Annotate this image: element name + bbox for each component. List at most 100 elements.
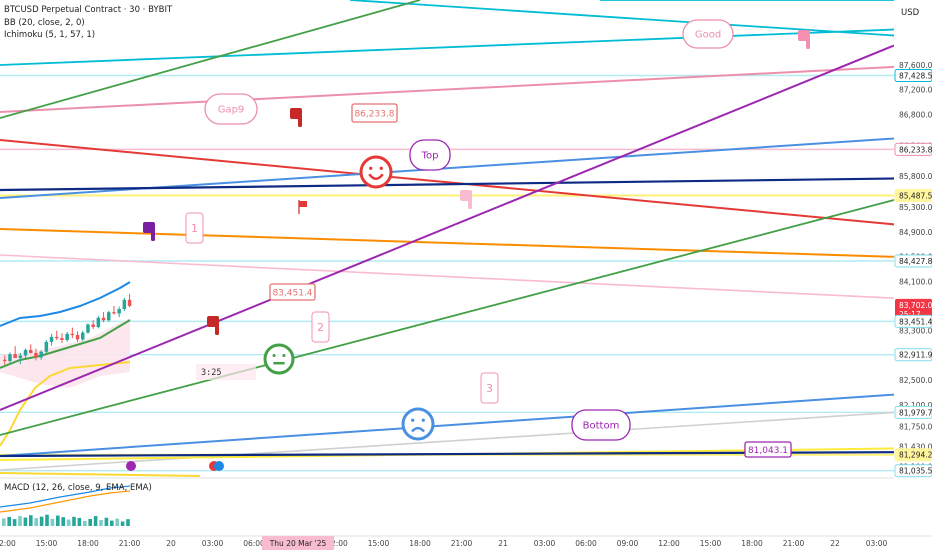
callout-box — [204, 93, 258, 125]
trend-line-11 — [0, 189, 932, 436]
macd-histogram-bar — [99, 520, 103, 526]
time-tick-label: 21:00 — [451, 539, 473, 548]
price-level-label: 82,911.9 — [899, 351, 932, 360]
macd-histogram-bar — [83, 520, 87, 526]
macd-histogram-bar — [18, 516, 22, 526]
bb-indicator-label[interactable]: BB (20, close, 2, 0) — [4, 18, 85, 28]
trend-line-10 — [0, 0, 421, 119]
macd-histogram-bar — [72, 516, 76, 526]
pointing-hand-icon — [290, 108, 302, 119]
callout-box — [409, 139, 451, 171]
candle-body — [117, 309, 121, 314]
pointing-hand-icon-finger — [806, 39, 810, 49]
candle-body — [75, 335, 80, 340]
price-level-label: 81,979.7 — [899, 408, 932, 417]
pointing-hand-icon-finger — [468, 199, 472, 209]
time-highlight-bg — [262, 536, 334, 550]
time-tick-label: 09:00 — [617, 539, 639, 548]
candle-body — [55, 336, 59, 339]
time-tick-label: 03:00 — [202, 539, 224, 548]
macd-histogram-bar — [126, 519, 130, 526]
wave-label-1: 1 — [191, 222, 198, 235]
time-tick-label: 03:00 — [866, 539, 888, 548]
macd-histogram-bar — [34, 518, 38, 526]
event-marker-icon — [126, 461, 136, 471]
macd-histogram-bar — [29, 515, 33, 526]
callout-box — [269, 283, 316, 301]
time-axis: 12:00 15:00 18:00 21:00 20 03:00 06:00 09:00 12:… — [0, 535, 932, 550]
ichimoku-indicator-label[interactable]: Ichimoku (5, 1, 57, 1) — [4, 30, 96, 40]
macd-indicator-label[interactable]: MACD (12, 26, close, 9, EMA, EMA) — [4, 483, 152, 493]
time-tick-label: 21 — [498, 539, 508, 548]
flag-icon-cloth — [299, 201, 307, 207]
pointing-hand-icon-finger — [215, 325, 219, 335]
macd-histogram-bar — [93, 516, 98, 526]
price-level-label: 87,428.5 — [899, 72, 932, 81]
wave-box — [480, 372, 499, 404]
horizontal-levels — [0, 74, 894, 472]
trend-line-4 — [0, 254, 932, 301]
macd-histogram-bar — [115, 518, 119, 526]
macd-histogram-bar — [77, 517, 82, 526]
pointing-hand-icon — [143, 222, 155, 233]
trend-line-12 — [0, 391, 932, 457]
macd-histogram-bar — [39, 516, 44, 526]
time-tick-label: 18:00 — [741, 539, 763, 548]
wave-label-3: 3 — [486, 382, 493, 395]
trend-line-9 — [0, 29, 932, 411]
signal-line — [0, 490, 131, 513]
bb-basis-line — [0, 319, 131, 369]
macd-histogram-bar — [66, 519, 71, 526]
price-level-label: 81,294.2 — [899, 451, 932, 460]
candle-body — [44, 341, 49, 352]
callout-box — [571, 409, 631, 441]
macd-histogram-bar — [110, 520, 114, 526]
price-tick-label: 87,600.0 — [899, 61, 932, 70]
pointing-hand-icon-finger — [298, 117, 302, 127]
price-tick-label: 82,100.0 — [899, 401, 932, 410]
candle-body — [8, 354, 12, 362]
candle-body — [70, 333, 75, 336]
wave-box — [185, 212, 204, 244]
trend-line-3 — [0, 64, 932, 113]
callout-box — [682, 19, 734, 49]
neutral-face-icon-eye — [272, 353, 276, 358]
current-price-badge — [895, 298, 932, 320]
price-tick-label: 85,300.0 — [899, 203, 932, 212]
candle-body — [3, 359, 7, 362]
price-tick-label: 81,430.0 — [899, 442, 932, 451]
price-axis-bg — [894, 0, 932, 536]
callout-834514: 83,451.4 — [272, 289, 312, 299]
price-tick-label: 86,800.0 — [899, 110, 932, 119]
sad-face-icon-eye — [421, 418, 425, 422]
macd-histogram-bar — [7, 517, 11, 526]
candle-body — [39, 351, 43, 358]
callout-box — [744, 441, 792, 458]
price-tick-label: 87,200.0 — [899, 86, 932, 95]
trend-line-13 — [0, 409, 932, 471]
macd-histogram-bar — [104, 517, 109, 526]
current-price-label: 83,702.0 — [899, 301, 932, 310]
pointing-hand-icon — [207, 316, 219, 327]
price-tick-label: 82,500.0 — [899, 376, 932, 385]
happy-face-icon-eye — [379, 166, 383, 170]
price-level-badge — [894, 405, 932, 419]
annotations: Good Gap9 86,233.8 Top 83,451.4 Bottom 81,043.… — [126, 19, 810, 471]
price-tick-label: 84,900.0 — [899, 228, 932, 237]
time-tick-label: 21:00 — [119, 539, 141, 548]
price-level-badge — [894, 448, 932, 462]
time-tick-label: 20 — [166, 539, 176, 548]
time-axis-bg — [0, 536, 932, 550]
candle-body — [81, 332, 85, 340]
bb-upper-band — [0, 281, 131, 327]
currency-label: USD — [901, 8, 920, 18]
price-tick-label: 85,800.0 — [899, 172, 932, 181]
callout-Top: Top — [421, 151, 439, 162]
time-tick-label: 15:00 — [368, 539, 390, 548]
wave-box — [311, 311, 330, 343]
macd-line — [0, 485, 131, 508]
time-tick-label: 03:00 — [534, 539, 556, 548]
time-tick-label: 12:00 — [326, 539, 348, 548]
